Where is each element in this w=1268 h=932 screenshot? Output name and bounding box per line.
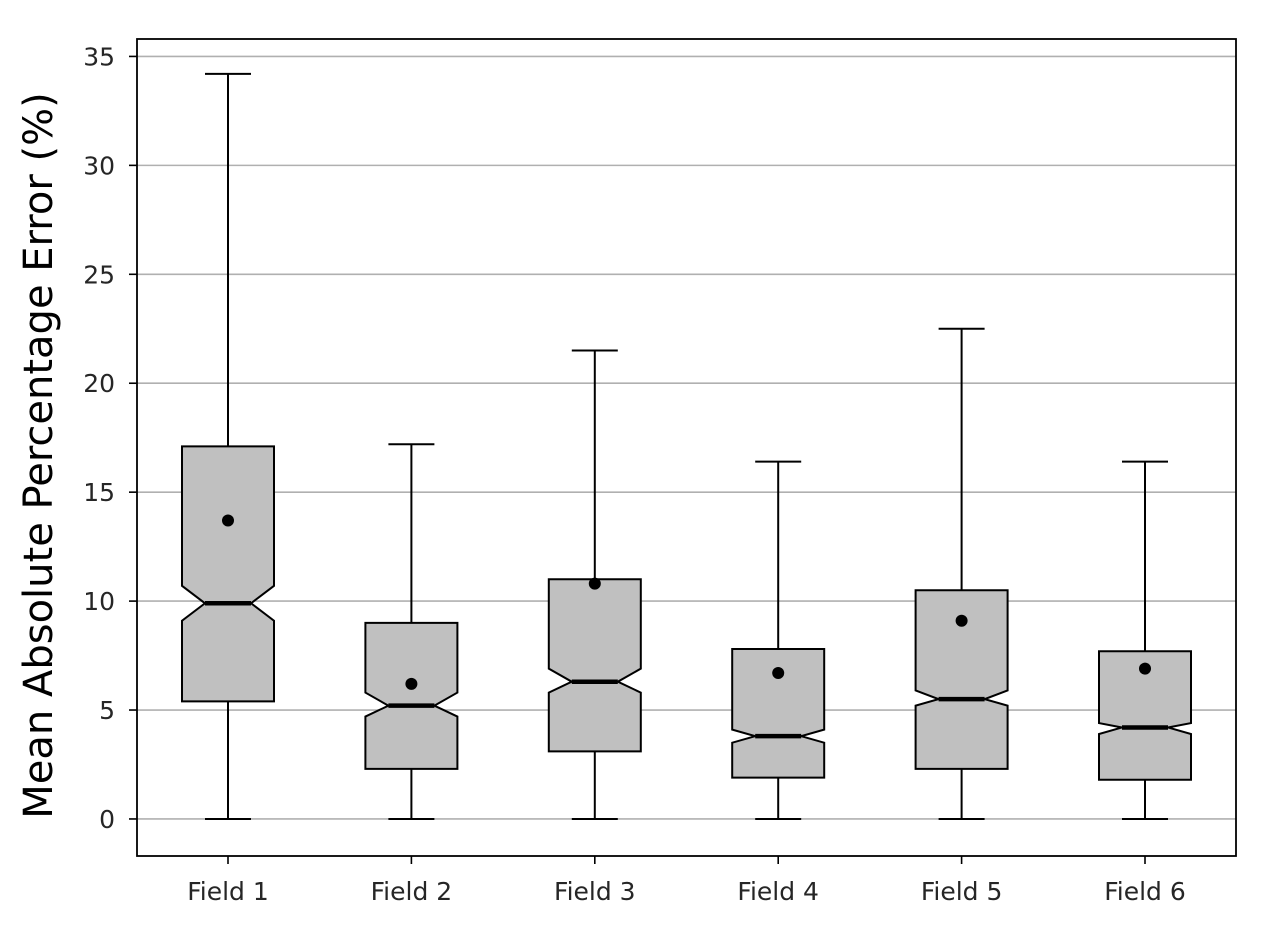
y-tick-label-20: 20: [83, 369, 115, 398]
mean-marker: [1139, 662, 1151, 675]
notched-box: [364, 621, 459, 770]
y-tick-label-30: 30: [83, 151, 115, 180]
x-axis-ticks: Field 1 Field 2 Field 3 Field 4 Field 5 Field…: [187, 856, 1186, 906]
y-tick-label-15: 15: [83, 478, 115, 507]
notched-box: [731, 648, 826, 779]
y-tick-label-10: 10: [83, 587, 115, 616]
box-group-field-5: [914, 327, 1009, 820]
y-tick-label-5: 5: [99, 696, 115, 725]
box-group-field-3: [547, 349, 642, 820]
x-tick-label-4: Field 4: [737, 877, 819, 906]
notched-box: [914, 589, 1009, 770]
box-group-field-6: [1098, 460, 1192, 820]
notched-box: [547, 578, 642, 753]
box-group-field-1: [181, 72, 275, 820]
x-tick-label-6: Field 6: [1104, 877, 1186, 906]
x-tick-label-1: Field 1: [187, 877, 269, 906]
y-tick-label-35: 35: [83, 42, 115, 71]
plot-frame: [136, 38, 1237, 857]
box-group-field-2: [364, 443, 459, 820]
x-tick-label-3: Field 3: [554, 877, 636, 906]
mean-marker: [222, 514, 234, 527]
notched-box: [181, 445, 275, 703]
gridlines: [137, 55, 1236, 820]
mean-marker: [772, 666, 785, 679]
x-tick-label-2: Field 2: [371, 877, 453, 906]
box-group-field-4: [731, 460, 826, 820]
x-tick-label-5: Field 5: [921, 877, 1003, 906]
box-series: [181, 72, 1192, 820]
mean-marker: [955, 614, 968, 627]
mean-marker: [588, 577, 601, 590]
y-axis-label: Mean Absolute Percentage Error (%): [16, 92, 62, 818]
mean-marker: [405, 677, 418, 690]
y-tick-label-25: 25: [83, 260, 115, 289]
y-tick-label-0: 0: [99, 805, 115, 834]
notched-box: [1098, 650, 1192, 781]
y-axis-ticks: 0 5 10 15 20 25 30 35: [83, 42, 137, 834]
